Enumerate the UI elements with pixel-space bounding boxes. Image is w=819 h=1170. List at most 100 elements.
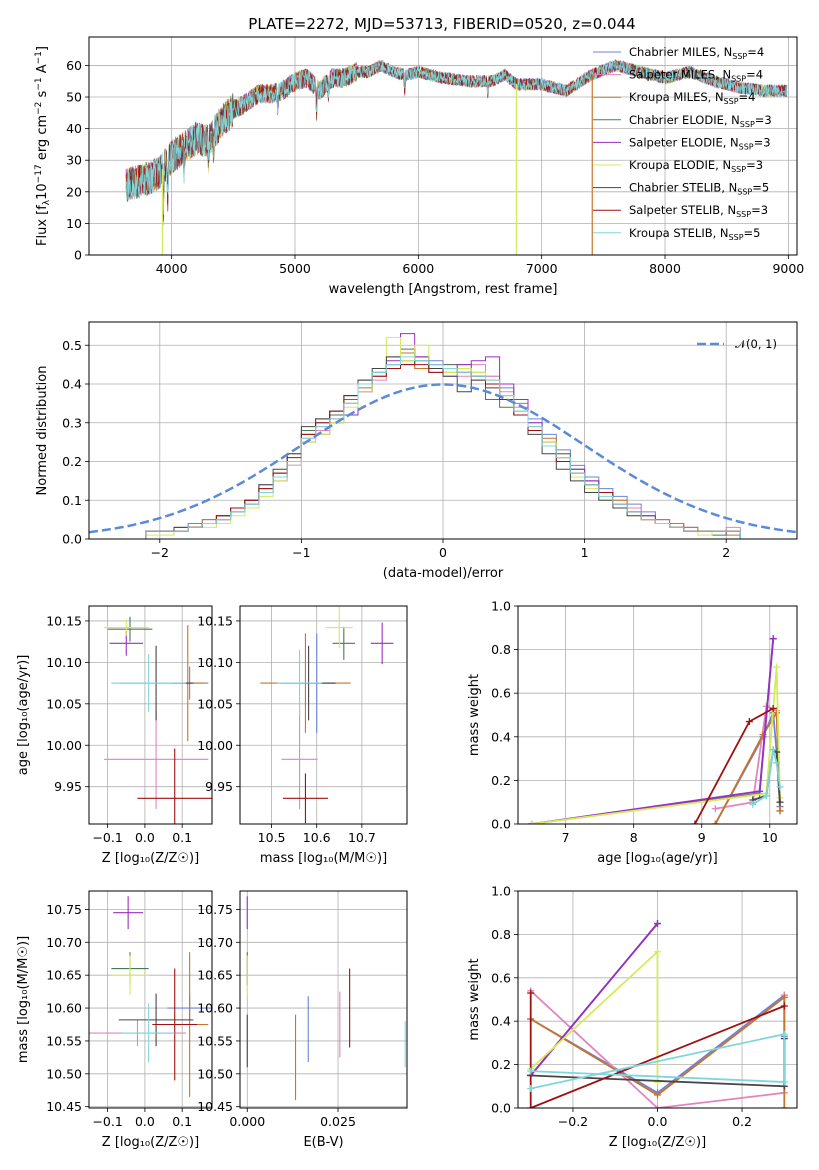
legend-label-salpeter_miles: Salpeter MILES, NSSP=4 <box>629 68 763 84</box>
mass_vs_Z-ytick-label: 10.50 <box>46 1066 82 1081</box>
residuals-ytick-label: 0.0 <box>62 532 82 547</box>
weight-marker-kroupa_stelib <box>769 746 777 754</box>
legend-label-subscript: SSP <box>731 75 746 84</box>
weight_vs_age-ytick-label: 0.0 <box>491 817 511 832</box>
residuals-ytick-label: 0.5 <box>62 338 82 353</box>
mass_vs_Z-panel: −0.1 0.0 0.1 10.45 10.50 10.55 10.60 10.65 10.70… <box>16 890 213 1150</box>
age_vs_Z-ytick-label: 10.10 <box>46 655 82 670</box>
spectrum-frame <box>88 36 798 256</box>
age_vs_Z-xtick-label: 0.1 <box>172 830 192 845</box>
weight_vs_Z-xtick-label: −0.2 <box>558 1114 588 1129</box>
weight-marker-kroupa_stelib <box>749 800 757 808</box>
residuals-frame <box>88 321 798 540</box>
legend-label-tail: =3 <box>754 135 771 149</box>
spectrum-panel: 4000 5000 6000 7000 8000 9000 0 10 20 30 40 50 60 wav… <box>34 36 804 297</box>
mass_vs_Z-ytick-label: 10.55 <box>46 1033 82 1048</box>
weight-marker-salpeter_stelib <box>691 820 699 824</box>
age_vs_Z-ytick-label: 10.15 <box>46 613 82 628</box>
legend-label-text: Chabrier STELIB, N <box>629 181 737 195</box>
weight-marker-kroupa_elodie <box>528 820 536 824</box>
weight_vs_age-frame <box>517 605 798 825</box>
legend-label-tail: =3 <box>751 203 768 217</box>
weight-line-salpeter_stelib <box>529 993 785 1108</box>
residuals-xtick-label: −1 <box>292 545 310 560</box>
legend-label-tail: =4 <box>746 68 763 82</box>
legend-label-salpeter_stelib: Salpeter STELIB, NSSP=3 <box>629 203 768 219</box>
weight_vs_age-panel: 7 8 9 10 0.0 0.2 0.4 0.6 0.8 1.0 age [log₁₀(age/yr… <box>467 599 798 866</box>
legend-label-tail: =5 <box>744 226 761 240</box>
age_vs_mass-ytick-label: 10.05 <box>197 696 233 711</box>
age_vs_mass-ytick-label: 9.95 <box>205 779 233 794</box>
mass_vs_ebv-ytick-label: 10.45 <box>197 1099 233 1114</box>
mass_vs_ebv-panel: 0.000 0.025 10.45 10.50 10.55 10.60 10.65 10.70… <box>197 890 408 1150</box>
spectrum-ytick-label: 10 <box>66 216 82 231</box>
spectrum-ylabel-part: A <box>35 64 50 77</box>
age_vs_mass-xtick-label: 10.7 <box>348 830 376 845</box>
weight-marker-kroupa_miles <box>773 709 781 717</box>
weight_vs_Z-ytick-label: 0.4 <box>491 1014 511 1029</box>
weight-marker-kroupa_stelib <box>527 1067 535 1075</box>
weight_vs_age-xtick-label: 9 <box>698 830 706 845</box>
age_vs_mass-ytick-label: 10.10 <box>197 655 233 670</box>
legend-label-subscript: SSP <box>737 188 752 197</box>
spectrum-ytick-label: 20 <box>66 184 82 199</box>
legend-label-gaussian: 𝒩(0, 1) <box>735 337 777 351</box>
age_vs_mass-ytick-label: 10.15 <box>197 613 233 628</box>
spectrum-ylabel-part: Flux [f <box>35 205 50 246</box>
weight-marker-salpeter_stelib <box>780 1002 788 1010</box>
weight-marker-kroupa_stelib <box>776 783 784 791</box>
age_vs_Z-panel: −0.1 0.0 0.1 9.95 10.00 10.05 10.10 10.15 Z [log… <box>16 605 213 866</box>
mass_vs_ebv-plot-area <box>246 896 406 1101</box>
weight_vs_age-ytick-label: 0.2 <box>491 773 511 788</box>
mass_vs_ebv-ytick-label: 10.55 <box>197 1033 233 1048</box>
legend-label-kroupa_miles: Kroupa MILES, NSSP=4 <box>629 90 755 106</box>
weight-marker-kroupa_stelib <box>773 759 781 767</box>
residuals-ytick-label: 0.3 <box>62 415 82 430</box>
legend-label-subscript: SSP <box>724 97 739 106</box>
weight-marker-salpeter_miles <box>654 1104 661 1108</box>
age_vs_mass-xlabel: mass [log₁₀(M/M☉)] <box>260 851 387 866</box>
mass_vs_ebv-ytick-label: 10.70 <box>197 935 233 950</box>
weight-marker-kroupa_stelib <box>527 1084 535 1092</box>
weight_vs_Z-frame <box>517 890 798 1109</box>
legend-label-text: Chabrier MILES, N <box>629 45 732 59</box>
weight_vs_Z-ytick-label: 0.0 <box>491 1101 511 1116</box>
residuals-panel: −2 −1 0 1 2 0.0 0.1 0.2 0.3 0.4 0.5 (data-model)/er… <box>35 321 798 581</box>
age_vs_Z-ytick-label: 9.95 <box>54 779 82 794</box>
mass_vs_Z-ytick-label: 10.75 <box>46 902 82 917</box>
mass_vs_ebv-xlabel: E(B-V) <box>303 1135 343 1150</box>
residuals-xtick-label: 1 <box>581 545 589 560</box>
weight_vs_Z-ytick-label: 0.2 <box>491 1057 511 1072</box>
residuals-plot-area <box>89 333 797 539</box>
spectrum-series-kroupa_stelib <box>125 60 788 215</box>
legend-label-tail: =3 <box>746 158 763 172</box>
mass_vs_Z-ytick-label: 10.70 <box>46 935 82 950</box>
residuals-xtick-label: 0 <box>439 545 447 560</box>
weight_vs_age-xtick-label: 7 <box>562 830 570 845</box>
mass_vs_ebv-ytick-label: 10.50 <box>197 1066 233 1081</box>
legend-label-chabrier_miles: Chabrier MILES, NSSP=4 <box>629 45 764 61</box>
spectrum-ylabel-part: −1 <box>34 77 44 90</box>
weight-marker-kroupa_miles <box>780 993 788 1001</box>
mass_vs_Z-plot-area <box>89 896 212 1097</box>
age_vs_Z-ytick-label: 10.05 <box>46 696 82 711</box>
age_vs_Z-xlabel: Z [log₁₀(Z/Z☉)] <box>102 851 199 866</box>
spectrum-ylabel-part: 10 <box>35 183 50 200</box>
weight_vs_age-ylabel: mass weight <box>467 674 482 756</box>
legend-label-tail: =5 <box>752 181 769 195</box>
age_vs_Z-ylabel: age [log₁₀(age/yr)] <box>16 655 31 776</box>
spectrum-xtick-label: 4000 <box>156 261 188 276</box>
mass_vs_Z-xlabel: Z [log₁₀(Z/Z☉)] <box>102 1135 199 1150</box>
legend-label-chabrier_elodie: Chabrier ELODIE, NSSP=3 <box>629 113 772 129</box>
mass_vs_Z-ytick-label: 10.45 <box>46 1099 82 1114</box>
spectrum-xtick-label: 5000 <box>279 261 311 276</box>
weight-marker-kroupa_miles <box>780 1104 788 1108</box>
weight_vs_Z-ytick-label: 0.8 <box>491 927 511 942</box>
spectrum-ytick-label: 40 <box>66 121 82 136</box>
spectrum-ylabel-part: λ <box>42 199 52 205</box>
spectrum-ytick-label: 0 <box>74 248 82 263</box>
weight_vs_Z-ytick-label: 0.6 <box>491 970 511 985</box>
mass_vs_Z-ytick-label: 10.60 <box>46 1001 82 1016</box>
residuals-xtick-label: −2 <box>151 545 169 560</box>
weight-line-kroupa_stelib <box>530 1033 786 1090</box>
